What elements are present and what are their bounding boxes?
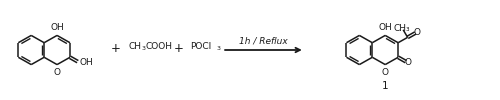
Text: 3: 3 [216, 46, 220, 51]
Text: 3: 3 [142, 46, 146, 51]
Text: POCl: POCl [190, 42, 212, 51]
Text: CH₃: CH₃ [394, 24, 410, 33]
Text: O: O [414, 28, 420, 36]
Text: 1h / Reflux: 1h / Reflux [239, 36, 288, 45]
Text: O: O [404, 58, 411, 67]
Text: 1: 1 [382, 81, 388, 91]
Text: COOH: COOH [146, 42, 172, 51]
Text: OH: OH [79, 58, 93, 67]
Text: +: + [111, 42, 120, 55]
Text: OH: OH [378, 22, 392, 32]
Text: OH: OH [50, 22, 64, 32]
Text: O: O [382, 68, 388, 77]
Text: O: O [54, 68, 60, 77]
Text: +: + [174, 42, 184, 55]
Text: CH: CH [128, 42, 141, 51]
